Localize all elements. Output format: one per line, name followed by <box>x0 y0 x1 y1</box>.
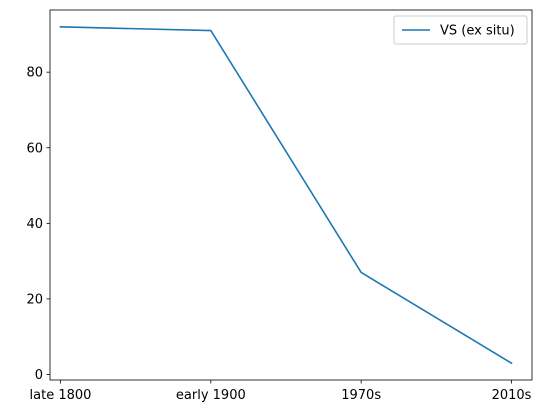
y-tick-label: 20 <box>26 292 43 307</box>
y-tick-label: 0 <box>35 368 43 383</box>
legend-label: VS (ex situ) <box>440 24 515 39</box>
x-tick-label: early 1900 <box>176 388 246 403</box>
series-line <box>59 26 513 365</box>
legend-box <box>393 15 528 45</box>
x-tick-label: 1970s <box>341 388 381 403</box>
axes-border <box>49 9 533 381</box>
y-axis-ticks: 0 20 40 60 80 <box>26 66 50 383</box>
legend: VS (ex situ) <box>393 15 528 45</box>
y-tick-label: 60 <box>26 141 43 156</box>
x-tick-label: late 1800 <box>30 388 92 403</box>
series-layer <box>59 26 513 365</box>
x-tick-label: 2010s <box>492 388 532 403</box>
x-axis-ticks: late 1800 early 1900 1970s 2010s <box>30 380 532 403</box>
y-tick-label: 40 <box>26 217 43 232</box>
axes-frame <box>49 9 533 381</box>
y-tick-label: 80 <box>26 66 43 81</box>
